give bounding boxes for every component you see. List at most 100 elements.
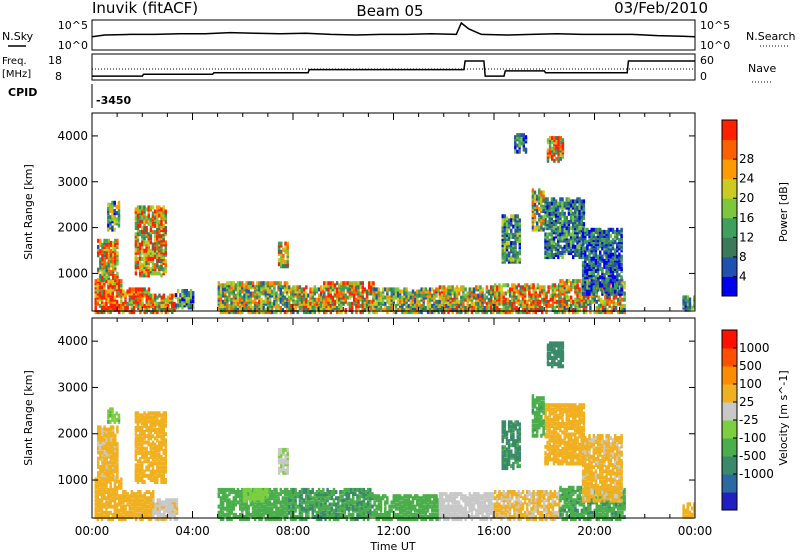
heatmap-cell bbox=[521, 297, 525, 302]
heatmap-cell bbox=[230, 299, 233, 304]
heatmap-cell bbox=[506, 310, 510, 315]
heatmap-cell bbox=[561, 297, 564, 302]
heatmap-cell bbox=[134, 475, 138, 480]
heatmap-cell bbox=[586, 256, 589, 261]
heatmap-cell bbox=[136, 242, 140, 247]
heatmap-cell bbox=[156, 236, 159, 241]
heatmap-cell bbox=[135, 504, 138, 509]
heatmap-cell bbox=[483, 310, 486, 315]
heatmap-cell bbox=[578, 211, 581, 216]
heatmap-cell bbox=[588, 283, 591, 288]
heatmap-cell bbox=[112, 473, 115, 478]
heatmap-cell bbox=[536, 297, 540, 302]
heatmap-cell bbox=[616, 291, 619, 296]
heatmap-cell bbox=[145, 425, 148, 430]
heatmap-cell bbox=[107, 429, 111, 434]
heatmap-cell bbox=[228, 281, 231, 286]
heatmap-cell bbox=[388, 287, 391, 292]
heatmap-cell bbox=[353, 293, 356, 298]
heatmap-cell bbox=[554, 201, 558, 206]
heatmap-cell bbox=[576, 287, 579, 292]
heatmap-cell bbox=[506, 283, 510, 288]
heatmap-cell bbox=[158, 306, 161, 310]
heatmap-cell bbox=[550, 205, 554, 210]
heatmap-cell bbox=[550, 215, 554, 220]
heatmap-cell bbox=[576, 297, 579, 302]
heatmap-cell bbox=[162, 252, 165, 257]
heatmap-cell bbox=[107, 517, 110, 522]
heatmap-cell bbox=[616, 279, 619, 284]
heatmap-cell bbox=[472, 301, 476, 306]
heatmap-cell bbox=[100, 306, 104, 310]
heatmap-cell bbox=[552, 209, 556, 214]
heatmap-cell bbox=[512, 247, 515, 252]
heatmap-cell bbox=[105, 462, 108, 467]
heatmap-cell bbox=[139, 310, 142, 315]
heatmap-cell bbox=[533, 204, 537, 209]
heatmap-cell bbox=[517, 310, 520, 315]
heatmap-cell bbox=[109, 215, 112, 220]
heatmap-cell bbox=[607, 283, 610, 288]
heatmap-cell bbox=[141, 436, 144, 441]
heatmap-cell bbox=[113, 283, 117, 288]
heatmap-cell bbox=[365, 306, 369, 310]
heatmap-cell bbox=[107, 278, 111, 282]
heatmap-cell bbox=[189, 289, 193, 293]
heatmap-cell bbox=[401, 303, 404, 308]
heatmap-cell bbox=[162, 448, 165, 453]
colorbar-segment bbox=[722, 159, 737, 180]
heatmap-cell bbox=[141, 240, 144, 245]
heatmap-cell bbox=[109, 261, 113, 266]
heatmap-cell bbox=[611, 227, 615, 232]
heatmap-cell bbox=[449, 299, 452, 304]
heatmap-cell bbox=[96, 512, 99, 517]
heatmap-cell bbox=[164, 303, 168, 308]
heatmap-cell bbox=[357, 297, 360, 302]
heatmap-cell bbox=[492, 287, 495, 292]
heatmap-cell bbox=[565, 205, 568, 210]
heatmap-cell bbox=[586, 254, 589, 259]
heatmap-cell bbox=[411, 306, 415, 310]
heatmap-cell bbox=[268, 289, 272, 294]
heatmap-cell bbox=[375, 297, 378, 302]
heatmap-cell bbox=[169, 299, 172, 304]
heatmap-cell bbox=[162, 465, 165, 470]
heatmap-cell bbox=[132, 500, 136, 505]
heatmap-cell bbox=[605, 260, 608, 265]
heatmap-cell bbox=[599, 242, 602, 247]
heatmap-cell bbox=[163, 515, 166, 519]
heatmap-cell bbox=[145, 269, 148, 274]
heatmap-cell bbox=[135, 517, 138, 522]
heatmap-cell bbox=[532, 289, 535, 294]
heatmap-cell bbox=[449, 293, 452, 298]
heatmap-cell bbox=[605, 277, 608, 282]
heatmap-cell bbox=[158, 444, 161, 449]
heatmap-cell bbox=[582, 205, 586, 210]
heatmap-cell bbox=[381, 289, 385, 294]
heatmap-cell bbox=[623, 297, 626, 302]
heatmap-cell bbox=[545, 293, 548, 298]
heatmap-cell bbox=[550, 228, 554, 233]
heatmap-cell bbox=[494, 303, 497, 308]
heatmap-cell bbox=[481, 303, 484, 308]
heatmap-cell bbox=[152, 492, 155, 497]
heatmap-cell bbox=[517, 295, 520, 300]
heatmap-cell bbox=[158, 448, 161, 453]
heatmap-cell bbox=[105, 275, 108, 280]
heatmap-cell bbox=[409, 306, 413, 310]
heatmap-cell bbox=[114, 465, 117, 469]
heatmap-cell bbox=[279, 281, 282, 286]
heatmap-cell bbox=[156, 308, 159, 312]
heatmap-cell bbox=[453, 297, 457, 302]
heatmap-cell bbox=[514, 228, 517, 233]
heatmap-cell bbox=[149, 236, 153, 241]
heatmap-cell bbox=[541, 306, 544, 310]
heatmap-cell bbox=[296, 303, 299, 308]
heatmap-cell bbox=[309, 301, 312, 306]
heatmap-cell bbox=[167, 510, 170, 515]
heatmap-cell bbox=[99, 427, 102, 432]
heatmap-cell bbox=[542, 217, 545, 222]
heatmap-cell bbox=[143, 500, 146, 505]
heatmap-cell bbox=[266, 310, 270, 315]
heatmap-cell bbox=[111, 281, 114, 286]
